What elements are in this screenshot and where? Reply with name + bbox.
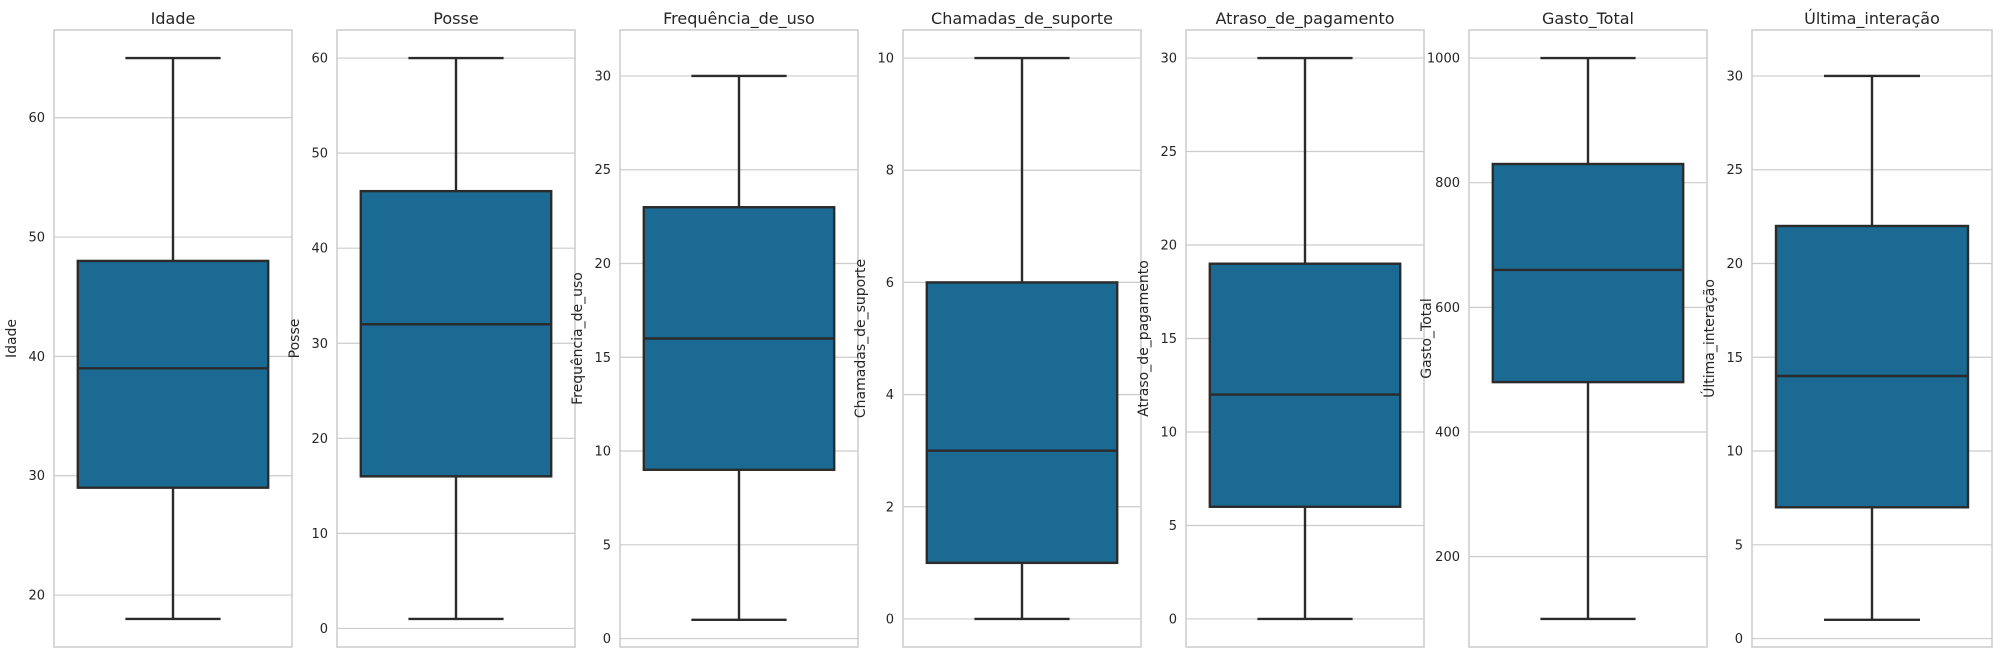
y-tick-label: 0: [1735, 632, 1743, 647]
y-tick-label: 200: [1435, 550, 1460, 565]
y-tick-label: 0: [886, 612, 894, 627]
y-tick-label: 25: [1160, 145, 1177, 160]
y-tick-label: 50: [28, 231, 45, 246]
iqr-box: [76, 259, 270, 489]
y-tick-label: 1000: [1427, 52, 1460, 67]
y-axis-label: Posse: [287, 319, 303, 359]
y-tick-label: 20: [1726, 257, 1743, 272]
y-tick-label: 4: [886, 388, 894, 403]
y-tick-label: 60: [28, 111, 45, 126]
subplot-title: Atraso_de_pagamento: [1216, 9, 1395, 29]
y-tick-label: 10: [877, 52, 894, 67]
y-tick-label: 0: [1169, 612, 1177, 627]
subplot-title: Chamadas_de_suporte: [931, 9, 1113, 29]
y-tick-label: 0: [603, 632, 611, 647]
y-tick-label: 40: [311, 242, 328, 257]
subplot-title: Posse: [433, 9, 478, 28]
y-tick-label: 20: [28, 589, 45, 604]
y-axis-label: Última_interação: [1700, 279, 1718, 398]
y-tick-label: 50: [311, 147, 328, 162]
subplot-5: 0 5 10 15 20 25 30 Atraso_de_pagamento Atraso_de…: [1136, 9, 1425, 648]
y-tick-label: 30: [594, 69, 611, 84]
subplot-2: 0 10 20 30 40 50 60 Posse Posse: [287, 9, 576, 648]
axes-frame: [53, 29, 293, 648]
y-axis-label: Gasto_Total: [1419, 298, 1435, 378]
y-tick-label: 30: [28, 469, 45, 484]
subplot-7: 0 5 10 15 20 25 30 Última_interação Última_inter…: [1700, 9, 1993, 648]
y-tick-label: 30: [311, 337, 328, 352]
y-axis-label: Idade: [4, 319, 20, 358]
iqr-box: [1208, 262, 1402, 508]
iqr-box: [925, 281, 1119, 565]
y-tick-label: 40: [28, 350, 45, 365]
y-tick-label: 25: [1726, 163, 1743, 178]
y-tick-label: 400: [1435, 425, 1460, 440]
y-axis-label: Atraso_de_pagamento: [1136, 260, 1152, 417]
axes-frame: [1468, 29, 1708, 648]
iqr-box: [359, 189, 553, 478]
axes-frame: [1751, 29, 1993, 648]
subplot-panels: 2030405060IdadeIdade0102030405060PossePo…: [4, 9, 1993, 648]
y-tick-label: 6: [886, 276, 894, 291]
y-tick-label: 5: [1169, 519, 1177, 534]
y-tick-label: 10: [594, 445, 611, 460]
y-tick-label: 10: [311, 527, 328, 542]
y-tick-label: 30: [1726, 69, 1743, 84]
y-tick-label: 30: [1160, 52, 1177, 67]
iqr-box: [1774, 224, 1970, 509]
iqr-box: [1491, 162, 1685, 384]
y-tick-label: 10: [1160, 425, 1177, 440]
y-tick-label: 10: [1726, 445, 1743, 460]
y-axis-label: Frequência_de_uso: [570, 272, 586, 405]
y-tick-label: 15: [1726, 351, 1743, 366]
y-tick-label: 2: [886, 500, 894, 515]
axes-frame: [336, 29, 576, 648]
y-tick-label: 20: [1160, 239, 1177, 254]
y-tick-label: 8: [886, 164, 894, 179]
subplot-title: Idade: [151, 9, 196, 28]
subplot-3: 0 5 10 15 20 25 30 Frequência_de_uso Frequência_…: [570, 9, 859, 648]
subplot-title: Gasto_Total: [1542, 9, 1634, 29]
axes-frame: [902, 29, 1142, 648]
y-tick-label: 15: [594, 351, 611, 366]
subplot-6: 200 400 600 800 1000 Gasto_Total Gasto_Total: [1419, 9, 1708, 648]
y-tick-label: 25: [594, 163, 611, 178]
y-tick-label: 800: [1435, 176, 1460, 191]
axes-frame: [619, 29, 859, 648]
y-tick-label: 20: [594, 257, 611, 272]
y-tick-label: 600: [1435, 301, 1460, 316]
subplot-4: 0 2 4 6 8 10 Chamadas_de_suporte Chamadas_de_su…: [853, 9, 1142, 648]
subplot-1: 20 30 40 50 60 Idade Idade: [4, 9, 293, 648]
y-tick-label: 5: [1735, 538, 1743, 553]
subplot-title: Última_interação: [1804, 9, 1940, 29]
axes-frame: [1185, 29, 1425, 648]
y-tick-label: 15: [1160, 332, 1177, 347]
y-axis-label: Chamadas_de_suporte: [853, 259, 869, 418]
y-tick-label: 20: [311, 432, 328, 447]
y-tick-label: 5: [603, 538, 611, 553]
y-tick-label: 0: [320, 622, 328, 637]
subplot-title: Frequência_de_uso: [663, 9, 815, 29]
y-tick-label: 60: [311, 52, 328, 67]
